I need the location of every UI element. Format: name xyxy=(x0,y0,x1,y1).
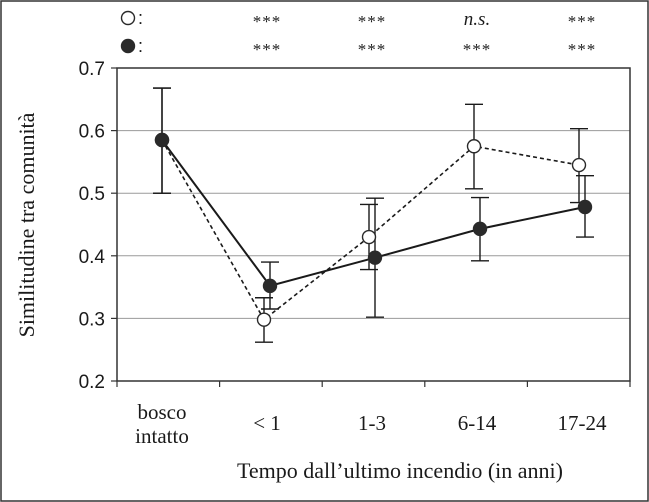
significance-mark-0-2: *** xyxy=(358,12,387,31)
y-axis-title: Similitudine tra comunità xyxy=(14,112,39,337)
series-0-point-2 xyxy=(361,229,377,245)
series-0-point-3 xyxy=(466,139,482,154)
x-tick-label-line: 17-24 xyxy=(558,411,607,435)
significance-mark-1-4: *** xyxy=(568,40,597,59)
x-tick-label-3: 6-14 xyxy=(458,411,497,435)
x-tick-label-0: bosco intatto xyxy=(135,400,189,448)
y-tick-label-1: 0.3 xyxy=(79,309,105,330)
significance-mark-1-3: *** xyxy=(463,40,492,59)
axes: 0.2 0.3 0.4 0.5 0.6 0.7 bosco intatto < 1 1-3 6-14… xyxy=(79,59,631,448)
significance-mark-0-3: n.s. xyxy=(464,9,490,30)
x-axis-title: Tempo dall’ultimo incendio (in anni) xyxy=(237,458,563,483)
series-1-point-2 xyxy=(367,250,383,265)
series-1-point-4 xyxy=(577,199,593,215)
significance-legend-label-0: : xyxy=(138,8,143,28)
series-0-point-4 xyxy=(571,157,587,173)
series-1-point-3 xyxy=(472,221,488,237)
significance-legend-marker-1 xyxy=(120,38,136,54)
series-0-line xyxy=(161,139,580,321)
x-tick-label-line: 1-3 xyxy=(358,411,386,435)
y-tick-label-3: 0.5 xyxy=(79,184,105,205)
y-tick-label-2: 0.4 xyxy=(79,247,106,268)
series-1-point-1 xyxy=(262,278,278,294)
x-tick-label-line: 6-14 xyxy=(458,411,497,435)
x-tick-label-1: < 1 xyxy=(253,411,281,435)
significance-legend-label-1: : xyxy=(138,36,143,56)
plot-area xyxy=(116,67,631,382)
significance-mark-0-4: *** xyxy=(568,12,597,31)
significance-header: : *** *** n.s. ***: *** *** *** *** xyxy=(120,8,597,59)
x-tick-label-line: bosco xyxy=(138,400,187,424)
significance-legend-marker-0 xyxy=(120,10,136,26)
significance-mark-1-1: *** xyxy=(253,40,282,59)
y-tick-label-4: 0.6 xyxy=(79,122,105,143)
y-tick-label-5: 0.7 xyxy=(79,59,105,80)
series xyxy=(153,87,594,343)
x-tick-label-line: < 1 xyxy=(253,411,281,435)
significance-mark-1-2: *** xyxy=(358,40,387,59)
y-tick-label-0: 0.2 xyxy=(79,372,105,393)
x-tick-label-4: 17-24 xyxy=(558,411,607,435)
series-0-point-1 xyxy=(256,312,272,327)
series-1-point-0 xyxy=(154,132,170,148)
x-tick-label-2: 1-3 xyxy=(358,411,386,435)
significance-mark-0-1: *** xyxy=(253,12,282,31)
x-tick-label-line: intatto xyxy=(135,424,189,448)
